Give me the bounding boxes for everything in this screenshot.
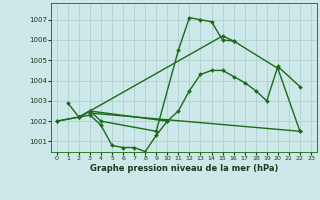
X-axis label: Graphe pression niveau de la mer (hPa): Graphe pression niveau de la mer (hPa) bbox=[90, 164, 278, 173]
